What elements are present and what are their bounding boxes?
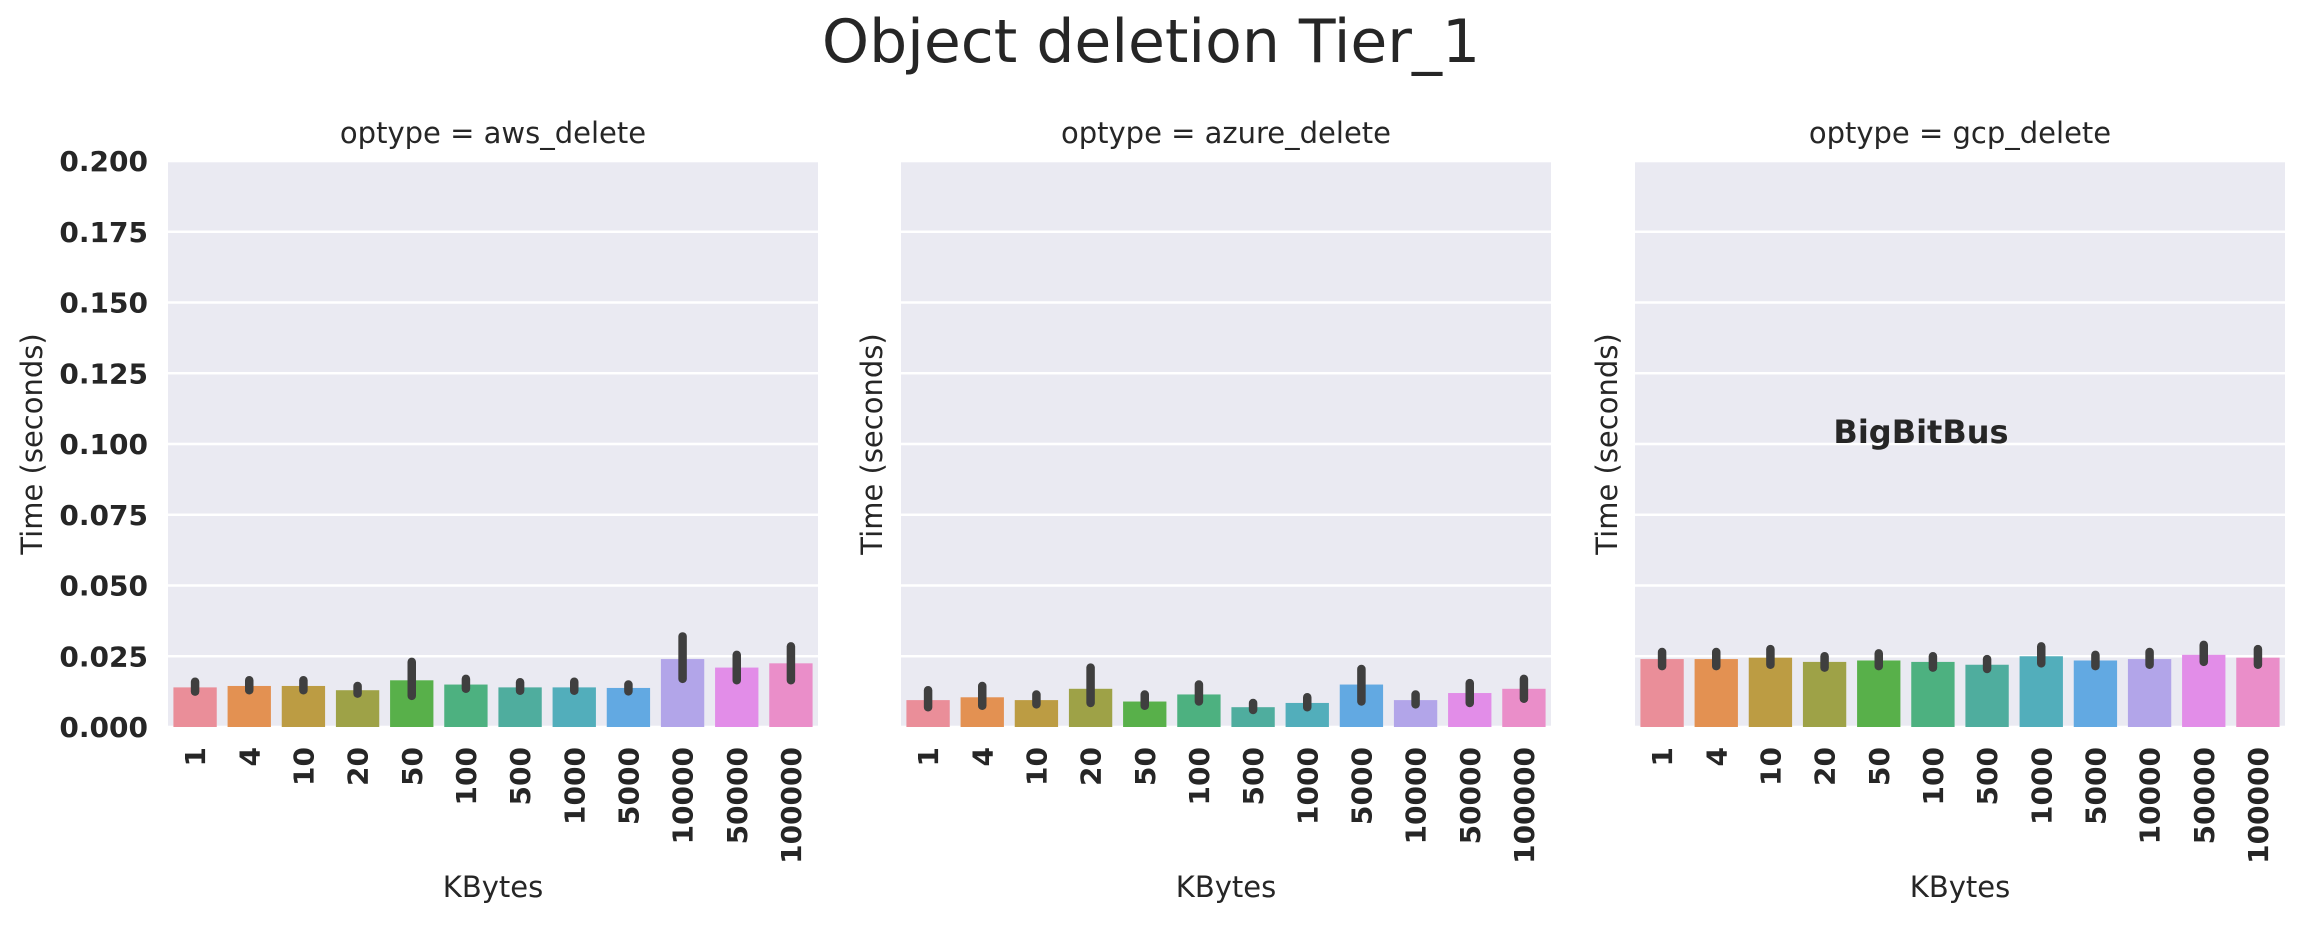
x-tick-label: 1 <box>912 747 945 766</box>
facet-panel: optype = azure_delete Time (seconds) 1 4 10 2… <box>855 116 1551 904</box>
bar <box>1857 660 1901 727</box>
panel-title: optype = gcp_delete <box>1809 116 2111 150</box>
x-tick-label: 100 <box>1917 747 1950 805</box>
bar <box>1231 707 1275 727</box>
x-tick-label: 50000 <box>2188 747 2221 844</box>
bar <box>2236 657 2280 727</box>
x-axis-label: KBytes <box>1176 870 1276 904</box>
y-tick-label: 0.175 <box>59 216 148 249</box>
y-axis-label: Time (seconds) <box>855 333 889 555</box>
x-tick-label: 5000 <box>2079 747 2112 825</box>
x-tick-label: 100 <box>450 747 483 805</box>
facet-panel: optype = aws_delete Time (seconds) 0.000 0.… <box>15 116 818 904</box>
x-tick-label: 100000 <box>2242 747 2275 864</box>
x-tick-label: 20 <box>1809 747 1842 786</box>
y-tick-label: 0.150 <box>59 287 148 320</box>
x-tick-label: 50000 <box>721 747 754 844</box>
bar <box>2127 659 2172 727</box>
panel-title: optype = azure_delete <box>1061 116 1391 150</box>
x-tick-label: 10000 <box>2134 747 2167 844</box>
x-tick-label: 20 <box>1075 747 1108 786</box>
x-tick-label: 5000 <box>612 747 645 825</box>
x-tick-label: 50 <box>1129 747 1162 786</box>
bar <box>2182 654 2226 727</box>
x-tick-label: 10 <box>287 747 320 786</box>
x-tick-label: 1 <box>1646 747 1679 766</box>
bar <box>1965 664 2009 727</box>
x-tick-label: 500 <box>504 747 537 805</box>
x-tick-label: 10000 <box>667 747 700 844</box>
bar <box>2019 656 2063 727</box>
x-tick-label: 4 <box>233 747 266 766</box>
y-tick-label: 0.200 <box>59 145 148 178</box>
x-tick-label: 500 <box>1237 747 1270 805</box>
x-axis-label: KBytes <box>1910 870 2010 904</box>
x-tick-label: 100000 <box>775 747 808 864</box>
y-axis-label: Time (seconds) <box>15 333 49 555</box>
x-tick-label: 10 <box>1020 747 1053 786</box>
x-tick-label: 50 <box>1863 747 1896 786</box>
y-tick-label: 0.075 <box>59 499 148 532</box>
bar <box>1911 661 1955 727</box>
x-tick-label: 5000 <box>1345 747 1378 825</box>
x-tick-label: 4 <box>966 747 999 766</box>
x-tick-label: 1000 <box>1291 747 1324 825</box>
chart-title: Object deletion Tier_1 <box>822 7 1480 77</box>
panel-title: optype = aws_delete <box>340 116 646 150</box>
x-tick-label: 10 <box>1754 747 1787 786</box>
x-tick-label: 1 <box>179 747 212 766</box>
x-tick-label: 50 <box>396 747 429 786</box>
y-tick-label: 0.050 <box>59 570 148 603</box>
y-axis-label: Time (seconds) <box>1590 333 1624 555</box>
x-tick-label: 20 <box>342 747 375 786</box>
x-tick-label: 500 <box>1971 747 2004 805</box>
x-tick-label: 1000 <box>2025 747 2058 825</box>
x-tick-label: 100000 <box>1508 747 1541 864</box>
bar <box>2073 660 2118 727</box>
y-tick-label: 0.125 <box>59 357 148 390</box>
y-tick-label: 0.000 <box>59 711 148 744</box>
bar <box>1748 657 1793 727</box>
bar <box>1802 661 1847 727</box>
facet-panels: optype = aws_delete Time (seconds) 0.000 0.… <box>15 116 2285 904</box>
y-tick-label: 0.025 <box>59 640 148 673</box>
x-tick-label: 10000 <box>1400 747 1433 844</box>
facet-panel: optype = gcp_delete Time (seconds) 1 4 10 20 5… <box>1590 116 2285 904</box>
x-tick-label: 1000 <box>558 747 591 825</box>
y-tick-label: 0.100 <box>59 428 148 461</box>
x-tick-label: 50000 <box>1454 747 1487 844</box>
x-tick-label: 4 <box>1700 747 1733 766</box>
x-axis-label: KBytes <box>443 870 543 904</box>
watermark-annotation: BigBitBus <box>1833 413 2008 451</box>
x-tick-label: 100 <box>1183 747 1216 805</box>
